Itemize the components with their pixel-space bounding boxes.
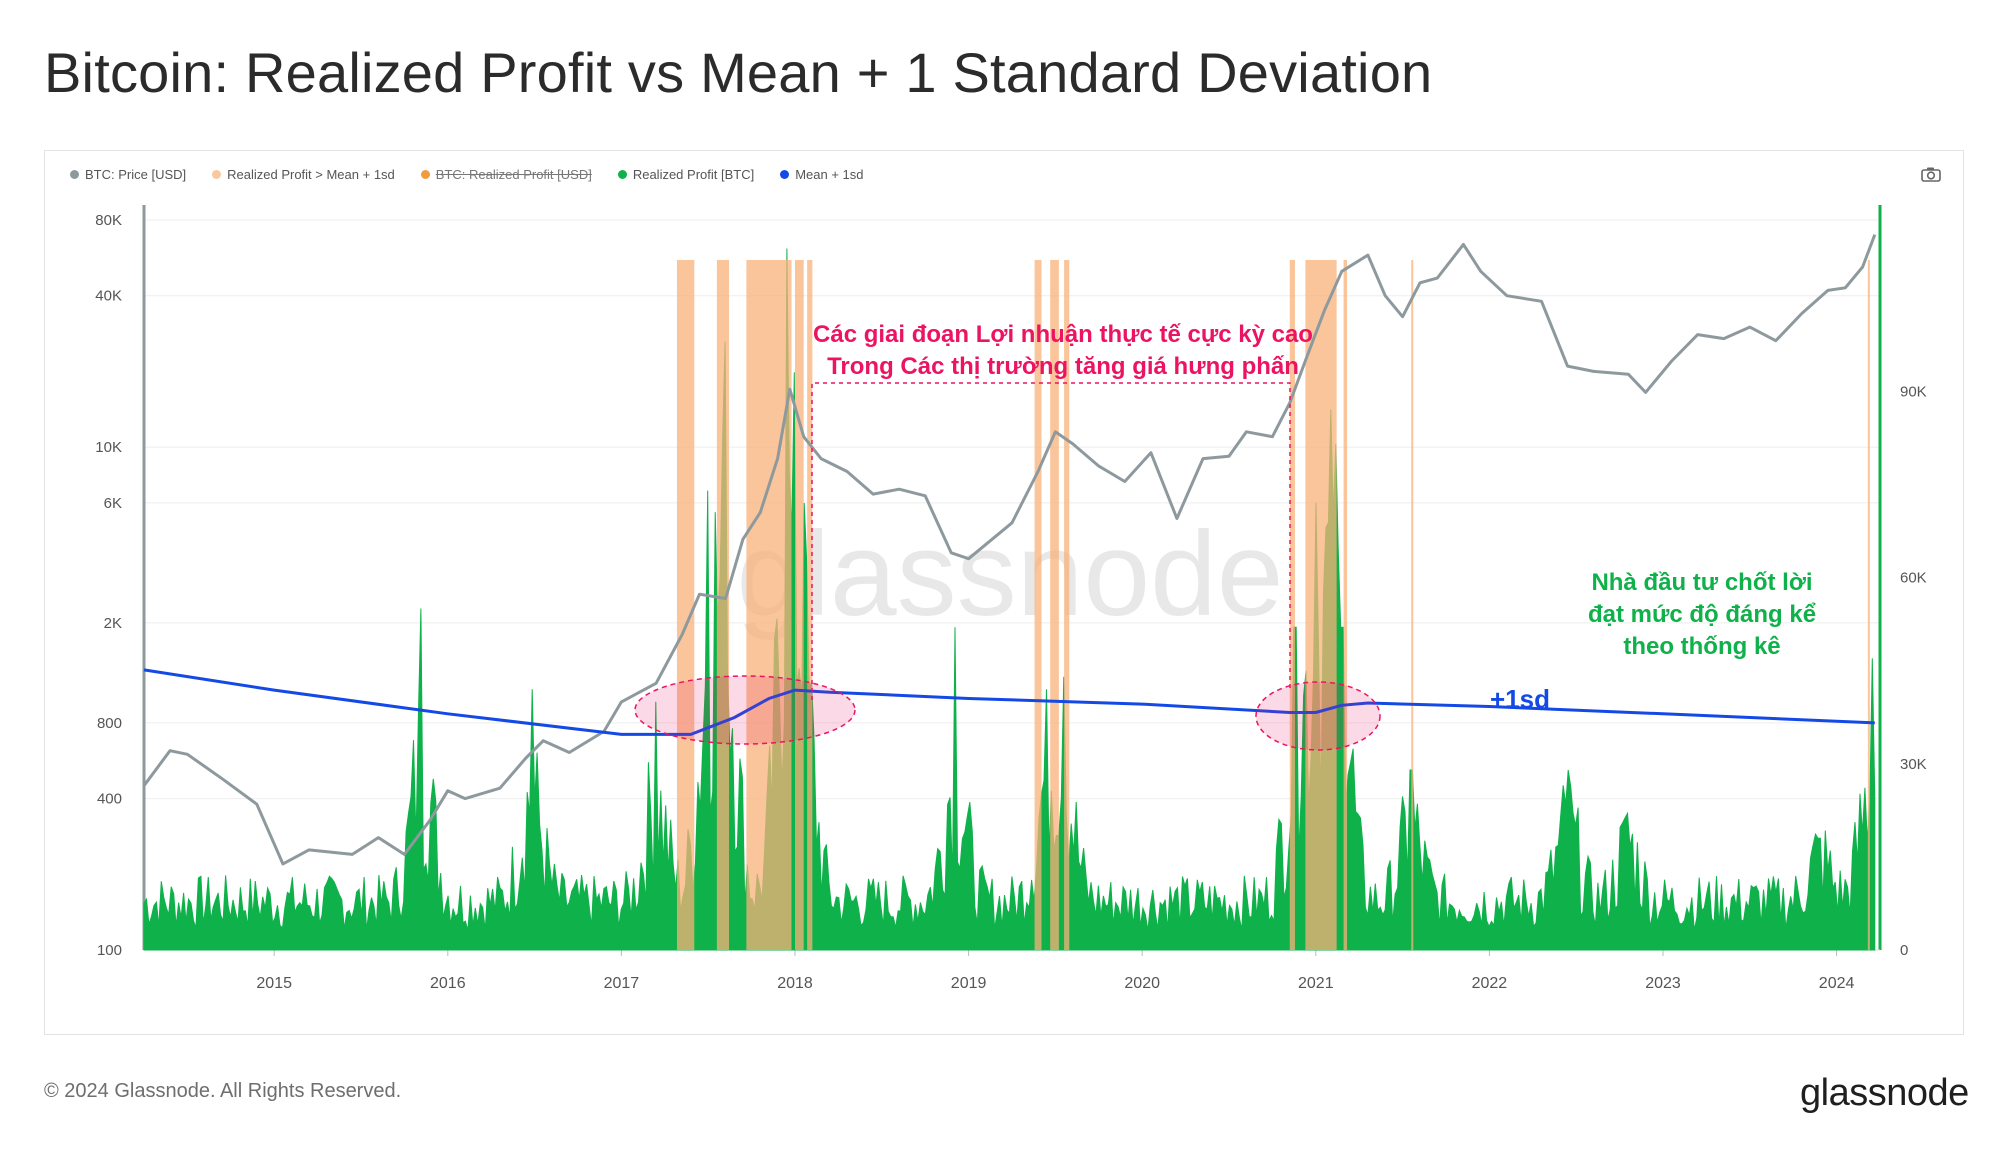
annotation-bracket <box>811 382 1291 700</box>
x-axis-tick-label: 2016 <box>430 975 466 992</box>
left-axis-tick-label: 80K <box>95 212 122 229</box>
x-axis-tick-label: 2021 <box>1298 975 1334 992</box>
right-axis-tick-label: 30K <box>1900 756 1927 773</box>
right-axis-tick-label: 0 <box>1900 942 1908 959</box>
legend-item-realized-profit-btc[interactable]: Realized Profit [BTC] <box>617 164 755 184</box>
copyright-text: © 2024 Glassnode. All Rights Reserved. <box>44 1080 402 1102</box>
highlight-ellipse-2017 <box>634 675 856 745</box>
left-axis-tick-label: 10K <box>95 439 122 456</box>
legend-label-realized-profit-btc: Realized Profit [BTC] <box>632 166 755 182</box>
page-title: Bitcoin: Realized Profit vs Mean + 1 Sta… <box>44 41 1433 104</box>
highlight-band <box>1034 260 1042 950</box>
highlight-band <box>1289 260 1295 950</box>
x-axis-tick-label: 2020 <box>1124 975 1160 992</box>
right-axis-tick-label: 60K <box>1900 570 1927 587</box>
x-axis-tick-label: 2019 <box>951 975 987 992</box>
x-axis-tick-label: 2018 <box>777 975 813 992</box>
highlight-band <box>676 260 695 950</box>
mean-1sd-line <box>143 668 1875 736</box>
legend-item-mean-1sd[interactable]: Mean + 1sd <box>780 164 864 184</box>
legend-label-realized-profit-usd: BTC: Realized Profit [USD] <box>435 166 592 182</box>
x-axis-tick-label: 2023 <box>1645 975 1681 992</box>
highlight-band <box>1305 260 1337 950</box>
highlight-band <box>807 260 813 950</box>
left-axis-tick-label: 100 <box>97 942 122 959</box>
highlight-ellipse-2021 <box>1255 681 1381 751</box>
annotation-red-line2: Trong Các thị trường tăng giá hưng phấn <box>827 353 1299 380</box>
legend-marker-realized-profit-btc <box>617 169 627 179</box>
chart-legend: BTC: Price [USD] Realized Profit > Mean … <box>70 164 864 184</box>
highlight-band <box>1050 260 1059 950</box>
legend-label-highlight: Realized Profit > Mean + 1sd <box>227 166 395 182</box>
btc-price-line <box>142 234 1877 866</box>
x-axis-tick-label: 2024 <box>1819 975 1855 992</box>
annotation-1sd-label: +1sd <box>1490 684 1550 714</box>
right-axis-tick-label: 90K <box>1900 383 1927 400</box>
x-axis-tick-label: 2022 <box>1472 975 1508 992</box>
annotation-green-line1: Nhà đầu tư chốt lời <box>1591 569 1812 596</box>
legend-label-price: BTC: Price [USD] <box>85 166 187 182</box>
highlight-band <box>716 260 730 950</box>
annotation-green-line2: đạt mức độ đáng kể <box>1588 601 1816 628</box>
camera-icon-glyph <box>1921 167 1941 182</box>
left-axis-tick-label: 6K <box>104 495 122 512</box>
legend-marker-price <box>70 169 79 179</box>
x-axis-tick-label: 2017 <box>604 975 640 992</box>
highlight-band <box>1343 260 1348 950</box>
left-axis-tick-label: 800 <box>97 715 122 732</box>
legend-marker-mean-1sd <box>780 169 790 179</box>
highlight-band <box>1867 260 1870 950</box>
left-axis-tick-label: 40K <box>95 288 122 305</box>
legend-item-highlight[interactable]: Realized Profit > Mean + 1sd <box>212 164 395 184</box>
camera-icon[interactable] <box>1920 166 1942 182</box>
brand-logo: glassnode <box>1800 1072 1969 1114</box>
left-axis-tick-label: 2K <box>104 615 122 632</box>
highlight-band <box>795 260 804 950</box>
legend-marker-highlight <box>212 169 222 179</box>
annotation-red-line1: Các giai đoạn Lợi nhuận thực tế cực kỳ c… <box>813 321 1313 348</box>
legend-marker-realized-profit-usd <box>420 169 430 179</box>
highlight-band <box>1411 260 1414 950</box>
highlight-band <box>746 260 792 950</box>
x-axis-tick-label: 2015 <box>256 975 292 992</box>
left-axis-tick-label: 400 <box>97 791 122 808</box>
legend-label-mean-1sd: Mean + 1sd <box>795 166 864 182</box>
legend-item-price[interactable]: BTC: Price [USD] <box>70 164 186 184</box>
annotation-green-line3: theo thống kê <box>1623 633 1780 660</box>
realized-profit-area <box>143 248 1876 951</box>
watermark-text: glassnode <box>736 507 1283 641</box>
legend-item-realized-profit-usd[interactable]: BTC: Realized Profit [USD] <box>420 164 592 184</box>
highlight-band <box>1064 260 1070 950</box>
